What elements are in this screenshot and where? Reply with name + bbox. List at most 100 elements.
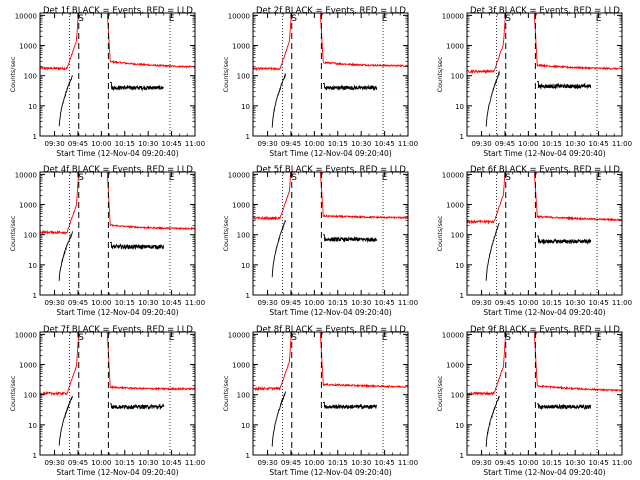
x-tick-label: 10:45 <box>162 140 182 148</box>
plot-frame <box>252 171 409 296</box>
y-tick-label: 10 <box>455 422 464 430</box>
x-tick-label: 10:15 <box>542 299 562 307</box>
end-marker-label: E <box>169 333 175 343</box>
x-tick-label: 10:45 <box>375 459 395 467</box>
x-tick-label: 10:30 <box>138 299 158 307</box>
x-tick-label: 11:00 <box>185 459 205 467</box>
x-tick-label: 10:30 <box>351 299 371 307</box>
x-tick-label: 11:00 <box>185 299 205 307</box>
end-marker-label: E <box>169 173 175 183</box>
start-marker-label: S <box>78 173 84 183</box>
plot-frame <box>39 171 196 296</box>
x-tick-label: 09:45 <box>68 140 88 148</box>
x-tick-label: 10:30 <box>138 140 158 148</box>
event-rate-series-rise <box>271 391 286 447</box>
y-tick-label: 10 <box>455 103 464 111</box>
x-tick-label: 09:45 <box>495 459 515 467</box>
x-tick-label: 11:00 <box>185 140 205 148</box>
x-tick-label: 10:30 <box>351 459 371 467</box>
event-rate-series-post <box>537 403 592 411</box>
chart-title: Det 6f BLACK = Events, RED = LLD <box>470 165 620 175</box>
event-rate-series-rise <box>58 231 73 281</box>
chart-panel: 1 10 100 1000 10000 09:30 09:45 10:00 10:15 10:30… <box>9 325 205 477</box>
x-tick-label: 09:45 <box>68 459 88 467</box>
event-rate-series-post <box>537 235 592 246</box>
event-rate-series-post <box>110 403 165 411</box>
y-tick-label: 100 <box>451 232 464 240</box>
y-tick-label: 1000 <box>232 202 250 210</box>
x-tick-label: 10:00 <box>518 299 538 307</box>
y-tick-label: 1000 <box>446 362 464 370</box>
x-tick-label: 10:30 <box>351 140 371 148</box>
x-tick-label: 11:00 <box>398 299 418 307</box>
y-tick-label: 100 <box>24 232 37 240</box>
plot-frame <box>466 171 623 296</box>
x-tick-label: 10:45 <box>375 140 395 148</box>
y-tick-label: 1000 <box>446 43 464 51</box>
x-axis-label: Start Time (12-Nov-04 09:20:40) <box>483 468 605 477</box>
y-tick-label: 10 <box>241 103 250 111</box>
end-marker-label: E <box>596 173 602 183</box>
x-tick-label: 10:00 <box>304 459 324 467</box>
y-tick-label: 1 <box>33 452 37 460</box>
chart-panel: 1 10 100 1000 10000 09:30 09:45 10:00 10:15 10:30… <box>436 165 632 317</box>
x-tick-label: 11:00 <box>612 140 632 148</box>
x-axis-label: Start Time (12-Nov-04 09:20:40) <box>56 149 178 158</box>
x-tick-label: 10:45 <box>589 140 609 148</box>
x-axis-label: Start Time (12-Nov-04 09:20:40) <box>483 308 605 317</box>
event-rate-series-rise <box>485 222 500 281</box>
x-axis-label: Start Time (12-Nov-04 09:20:40) <box>269 149 391 158</box>
chart-panel: 1 10 100 1000 10000 09:30 09:45 10:00 10:15 10:30… <box>436 325 632 477</box>
x-tick-label: 09:30 <box>257 299 277 307</box>
y-axis-label: Counts/sec <box>9 56 17 92</box>
x-tick-label: 10:00 <box>91 459 111 467</box>
y-tick-label: 10000 <box>442 12 464 20</box>
start-marker-label: S <box>78 333 84 343</box>
lld-rate-series <box>467 172 622 225</box>
start-marker-label: S <box>505 14 511 24</box>
lld-rate-series <box>467 13 622 75</box>
y-tick-label: 10000 <box>15 331 37 339</box>
y-axis-label: Counts/sec <box>436 375 444 411</box>
x-tick-label: 10:00 <box>91 299 111 307</box>
chart-title: Det 4f BLACK = Events, RED = LLD <box>43 165 193 175</box>
x-tick-label: 10:15 <box>115 299 135 307</box>
x-tick-label: 11:00 <box>612 459 632 467</box>
chart-title: Det 9f BLACK = Events, RED = LLD <box>470 325 620 335</box>
x-tick-label: 10:00 <box>304 299 324 307</box>
y-tick-label: 1000 <box>446 202 464 210</box>
y-tick-label: 1 <box>460 452 464 460</box>
x-axis-label: Start Time (12-Nov-04 09:20:40) <box>269 308 391 317</box>
y-tick-label: 10000 <box>228 331 250 339</box>
event-rate-series-post <box>323 234 378 243</box>
x-tick-label: 09:30 <box>257 140 277 148</box>
y-tick-label: 1000 <box>19 202 37 210</box>
y-tick-label: 10000 <box>442 331 464 339</box>
x-tick-label: 09:30 <box>44 299 64 307</box>
end-marker-label: E <box>382 173 388 183</box>
x-tick-label: 09:30 <box>44 140 64 148</box>
x-tick-label: 10:15 <box>115 140 135 148</box>
x-tick-label: 10:15 <box>328 299 348 307</box>
y-tick-label: 100 <box>24 73 37 81</box>
start-marker-label: S <box>505 333 511 343</box>
start-marker-label: S <box>291 333 297 343</box>
chart-title: Det 5f BLACK = Events, RED = LLD <box>256 165 406 175</box>
chart-title: Det 1f BLACK = Events, RED = LLD <box>43 6 193 16</box>
event-rate-series-post <box>323 402 378 410</box>
plot-frame <box>252 331 409 456</box>
x-tick-label: 10:45 <box>162 299 182 307</box>
y-tick-label: 10 <box>28 262 37 270</box>
x-tick-label: 10:15 <box>328 140 348 148</box>
x-tick-label: 09:45 <box>68 299 88 307</box>
x-tick-label: 10:15 <box>328 459 348 467</box>
event-rate-series-rise <box>58 74 73 127</box>
event-rate-series-rise <box>271 73 286 128</box>
event-rate-series-rise <box>485 70 500 127</box>
y-axis-label: Counts/sec <box>222 375 230 411</box>
y-tick-label: 1 <box>246 292 250 300</box>
start-marker-label: S <box>78 14 84 24</box>
y-tick-label: 1 <box>246 133 250 141</box>
start-marker-label: S <box>291 14 297 24</box>
